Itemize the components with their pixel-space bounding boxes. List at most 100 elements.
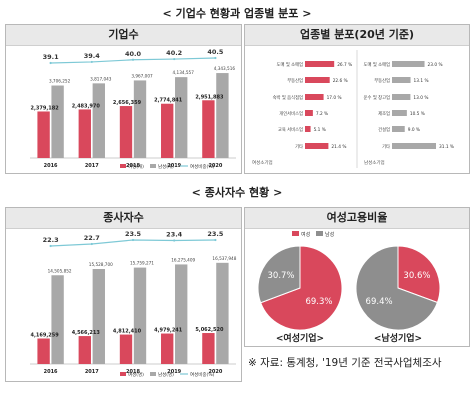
male-company-pie-slice-male bbox=[355, 245, 439, 331]
male-company-pie-slice-label: 69.4% bbox=[366, 297, 393, 307]
company-ratio-label: 40.2 bbox=[166, 49, 182, 57]
company-ratio-label: 39.1 bbox=[43, 53, 60, 61]
male-industry-value-label: 23.0 % bbox=[428, 62, 443, 68]
company-female-label: 2,656,359 bbox=[113, 100, 142, 106]
pie-legend-male: 남성 bbox=[325, 231, 334, 238]
company-ratio-label: 40.5 bbox=[207, 48, 224, 56]
female-company-pie-slice-label: 30.7% bbox=[268, 271, 295, 281]
company-male-bar bbox=[51, 85, 64, 158]
employee-male-bar bbox=[216, 262, 229, 364]
male-industry-category-label: 제조업 bbox=[378, 110, 390, 117]
company-category-label: 2019 bbox=[167, 163, 181, 169]
employee-female-label: 4,566,213 bbox=[72, 330, 101, 336]
employee-legend-male: 남성(명) bbox=[158, 371, 174, 378]
company-legend-female: 여성(개) bbox=[128, 163, 144, 170]
employee-ratio-point bbox=[49, 244, 52, 248]
male-industry-bar bbox=[392, 61, 425, 67]
employee-male-label: 15,528,700 bbox=[89, 262, 113, 267]
female-industry-value-label: 17.0 % bbox=[327, 95, 342, 101]
employee-ratio-point bbox=[173, 239, 176, 242]
employee-female-bar bbox=[119, 334, 133, 364]
female-industry-value-label: 22.6 % bbox=[333, 78, 348, 84]
employee-legend-ratio: 여성비중(%) bbox=[190, 371, 215, 378]
male-industry-category-label: 기타 bbox=[382, 143, 390, 150]
male-industry-bar bbox=[392, 77, 411, 83]
male-company-pie-slice-female bbox=[397, 245, 441, 304]
company-ratio-point bbox=[131, 58, 135, 61]
employee-ratio-label: 23.5 bbox=[125, 230, 142, 238]
employee-category-label: 2018 bbox=[126, 369, 140, 375]
company-legend-male: 남성(개) bbox=[158, 163, 174, 170]
female-industry-category-label: 부동산업 bbox=[287, 77, 303, 84]
male-industry-bar bbox=[392, 126, 405, 132]
company-female-label: 2,951,883 bbox=[195, 94, 224, 100]
female-industry-category-label: 기타 bbox=[295, 143, 303, 150]
employee-category-label: 2019 bbox=[167, 369, 181, 375]
company-male-label: 3,967,007 bbox=[131, 73, 153, 78]
employee-male-bar bbox=[175, 264, 188, 364]
female-industry-bar bbox=[305, 126, 311, 132]
company-female-label: 2,774,841 bbox=[154, 98, 183, 104]
employee-ratio-label: 23.4 bbox=[166, 231, 183, 239]
male-company-pie-name: <남성기업> bbox=[374, 332, 422, 344]
company-ratio-point bbox=[90, 60, 93, 64]
company-female-bar bbox=[78, 109, 91, 158]
female-industry-category-label: 교육 서비스업 bbox=[278, 126, 303, 133]
company-count-title: 기업수 bbox=[6, 25, 241, 46]
company-category-label: 2020 bbox=[208, 163, 222, 169]
company-female-bar bbox=[161, 103, 174, 158]
section1-title: < 기업수 현황과 업종별 분포 > bbox=[162, 7, 312, 20]
company-male-bar bbox=[133, 80, 147, 158]
female-employment-title: 여성고용비율 bbox=[245, 208, 469, 229]
pie-legend-female: 여성 bbox=[301, 231, 310, 238]
female-industry-value-label: 5.1 % bbox=[314, 127, 326, 133]
male-industry-value-label: 9.0 % bbox=[408, 127, 420, 133]
female-company-pie-name: <여성기업> bbox=[276, 332, 324, 344]
employee-male-label: 15,759,271 bbox=[130, 261, 154, 266]
female-industry-bar bbox=[305, 61, 335, 67]
company-ratio-label: 40.0 bbox=[125, 50, 142, 58]
employee-male-bar bbox=[133, 267, 147, 364]
employee-ratio-label: 23.5 bbox=[207, 230, 224, 238]
company-male-label: 3,817,043 bbox=[90, 76, 112, 81]
employee-ratio-point bbox=[131, 238, 135, 242]
source-note: ※ 자료: 통계청, '19년 기준 전국사업체조사 bbox=[248, 357, 442, 369]
company-male-bar bbox=[92, 83, 105, 158]
male-industry-category-label: 운수 및 창고업 bbox=[364, 94, 390, 101]
female-company-pie-slice-female bbox=[260, 245, 343, 331]
male-industry-category-label: 건설업 bbox=[378, 126, 390, 133]
male-industry-panel-name: 남성소기업 bbox=[364, 159, 385, 166]
male-industry-category-label: 도매 및 소매업 bbox=[364, 61, 390, 68]
employee-female-label: 4,979,241 bbox=[154, 328, 183, 334]
employee-ratio-label: 22.3 bbox=[43, 236, 59, 244]
company-male-label: 3,706,252 bbox=[49, 79, 71, 84]
pie-legend-male-swatch bbox=[316, 231, 323, 236]
male-industry-bar bbox=[392, 94, 411, 100]
company-female-label: 2,379,182 bbox=[31, 105, 60, 111]
company-male-bar bbox=[216, 73, 229, 158]
male-industry-value-label: 10.5 % bbox=[410, 111, 425, 117]
company-female-label: 2,483,970 bbox=[72, 103, 101, 109]
employee-female-bar bbox=[37, 338, 50, 364]
company-female-bar bbox=[37, 111, 50, 158]
male-company-pie-slice-label: 30.6% bbox=[403, 271, 430, 281]
female-industry-value-label: 26.7 % bbox=[337, 62, 352, 68]
female-industry-category-label: 개인서비스업 bbox=[279, 110, 303, 117]
female-industry-category-label: 숙박 및 음식점업 bbox=[273, 94, 303, 101]
company-ratio-point bbox=[214, 56, 217, 60]
employee-male-bar bbox=[51, 275, 64, 364]
female-industry-category-label: 도매 및 소매업 bbox=[277, 61, 303, 68]
employee-male-label: 16,537,948 bbox=[212, 256, 236, 261]
male-industry-value-label: 13.0 % bbox=[413, 95, 428, 101]
female-industry-bar bbox=[305, 143, 329, 149]
female-company-pie-slice-male bbox=[257, 245, 301, 304]
company-ratio-point bbox=[173, 57, 176, 61]
employee-legend-female-swatch bbox=[120, 372, 126, 376]
female-industry-value-label: 7.2 % bbox=[316, 111, 328, 117]
employee-ratio-point bbox=[90, 242, 93, 246]
section2-title: < 종사자수 현황 > bbox=[191, 186, 283, 199]
company-legend-female-swatch bbox=[120, 164, 126, 168]
employee-female-label: 4,169,259 bbox=[31, 332, 60, 338]
employee-female-bar bbox=[161, 333, 174, 364]
